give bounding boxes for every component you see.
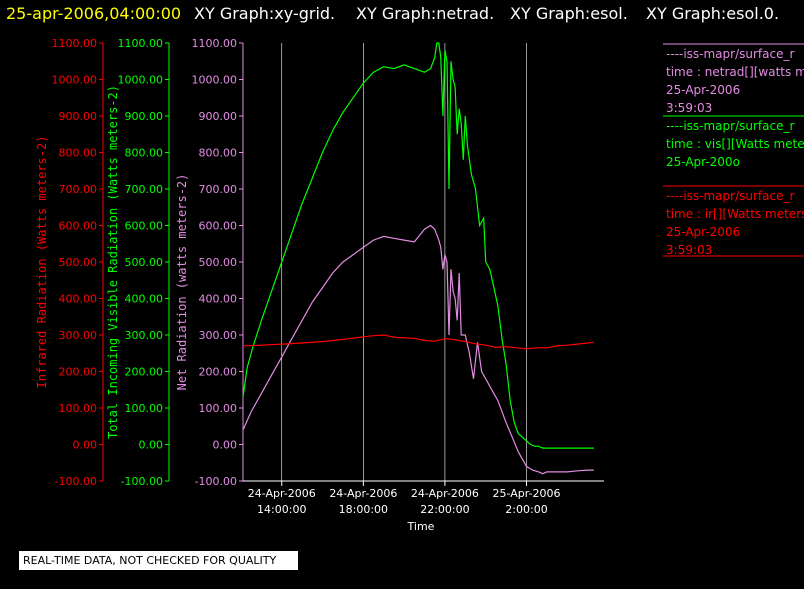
legend-entry-line: 25-Apr-200o <box>666 155 740 169</box>
series-line-ir <box>242 334 594 350</box>
x-tick-label-time: 14:00:00 <box>257 503 306 516</box>
header-graph-esol: XY Graph:esol. <box>510 4 628 23</box>
x-axis-label: Time <box>407 520 435 533</box>
x-tick-label-date: 25-Apr-2006 <box>492 487 560 500</box>
ir-y-tick-label: 800.00 <box>59 147 98 160</box>
x-tick-label-time: 22:00:00 <box>420 503 469 516</box>
net-y-tick-label: 500.00 <box>199 256 238 269</box>
ir-y-tick-label: 900.00 <box>59 110 98 123</box>
ir-y-tick-label: 600.00 <box>59 220 98 233</box>
ir-y-tick-label: 100.00 <box>59 402 98 415</box>
x-tick-label-date: 24-Apr-2006 <box>411 487 479 500</box>
vis-y-tick-label: 600.00 <box>125 220 164 233</box>
net-y-tick-label: 0.00 <box>213 439 238 452</box>
header-graph-xy-grid: XY Graph:xy-grid. <box>194 4 335 23</box>
vis-y-tick-label: 1100.00 <box>118 37 164 50</box>
ir-axis-label: Infrared Radiation (Watts meters-2) <box>35 136 49 389</box>
net-y-tick-label: 700.00 <box>199 183 238 196</box>
vis-y-tick-label: 100.00 <box>125 402 164 415</box>
net-y-tick-label: 200.00 <box>199 366 238 379</box>
vis-axis-label: Total Incoming Visible Radiation (Watts … <box>106 85 120 439</box>
vis-y-tick-label: 700.00 <box>125 183 164 196</box>
ir-y-tick-label: 1100.00 <box>52 37 98 50</box>
vis-y-tick-label: 300.00 <box>125 329 164 342</box>
ir-y-tick-label: 1000.00 <box>52 74 98 87</box>
ir-y-tick-label: 200.00 <box>59 366 98 379</box>
x-tick-label-time: 2:00:00 <box>505 503 547 516</box>
legend-entry-line: ----iss-mapr/surface_r <box>666 189 794 203</box>
header-graph-netrad: XY Graph:netrad. <box>356 4 494 23</box>
header-timestamp: 25-apr-2006,04:00:00 <box>6 4 181 23</box>
ir-y-tick-label: -100.00 <box>55 475 97 488</box>
vis-y-tick-label: 400.00 <box>125 293 164 306</box>
net-y-tick-label: 1000.00 <box>192 74 238 87</box>
net-y-tick-label: 400.00 <box>199 293 238 306</box>
vis-y-tick-label: 500.00 <box>125 256 164 269</box>
net-y-tick-label: 300.00 <box>199 329 238 342</box>
legend-entry-line: 25-Apr-2006 <box>666 83 740 97</box>
net-y-tick-label: 600.00 <box>199 220 238 233</box>
vis-y-tick-label: 0.00 <box>139 439 164 452</box>
x-tick-label-date: 24-Apr-2006 <box>248 487 316 500</box>
series-line-vis <box>242 42 594 449</box>
net-y-tick-label: 900.00 <box>199 110 238 123</box>
legend-entry-line: time : ir[][Watts meters <box>666 207 804 221</box>
x-tick-label-time: 18:00:00 <box>339 503 388 516</box>
legend-entry-line: time : netrad[][watts m <box>666 65 804 79</box>
legend-entry-line: time : vis[][Watts mete <box>666 137 804 151</box>
vis-y-tick-label: 1000.00 <box>118 74 164 87</box>
ir-y-tick-label: 700.00 <box>59 183 98 196</box>
ir-y-tick-label: 500.00 <box>59 256 98 269</box>
x-tick-label-date: 24-Apr-2006 <box>329 487 397 500</box>
legend-entry-line: 3:59:03 <box>666 101 712 115</box>
ir-y-tick-label: 0.00 <box>73 439 98 452</box>
vis-y-tick-label: 900.00 <box>125 110 164 123</box>
vis-y-tick-label: 800.00 <box>125 147 164 160</box>
quality-disclaimer: REAL-TIME DATA, NOT CHECKED FOR QUALITY <box>19 551 298 570</box>
vis-y-tick-label: 200.00 <box>125 366 164 379</box>
legend-entry-line: 3:59:03 <box>666 243 712 257</box>
net-y-tick-label: 100.00 <box>199 402 238 415</box>
net-y-tick-label: 800.00 <box>199 147 238 160</box>
vis-y-tick-label: -100.00 <box>121 475 163 488</box>
header-graph-esol0: XY Graph:esol.0. <box>646 4 779 23</box>
legend-entry-line: ----iss-mapr/surface_r <box>666 47 794 61</box>
series-line-net <box>242 224 594 475</box>
ir-y-tick-label: 400.00 <box>59 293 98 306</box>
ir-y-tick-label: 300.00 <box>59 329 98 342</box>
net-y-tick-label: 1100.00 <box>192 37 238 50</box>
net-y-tick-label: -100.00 <box>195 475 237 488</box>
net-axis-label: Net Radiation (watts meters-2) <box>175 174 189 391</box>
legend-entry-line: 25-Apr-2006 <box>666 225 740 239</box>
legend-entry-line: ----iss-mapr/surface_r <box>666 119 794 133</box>
